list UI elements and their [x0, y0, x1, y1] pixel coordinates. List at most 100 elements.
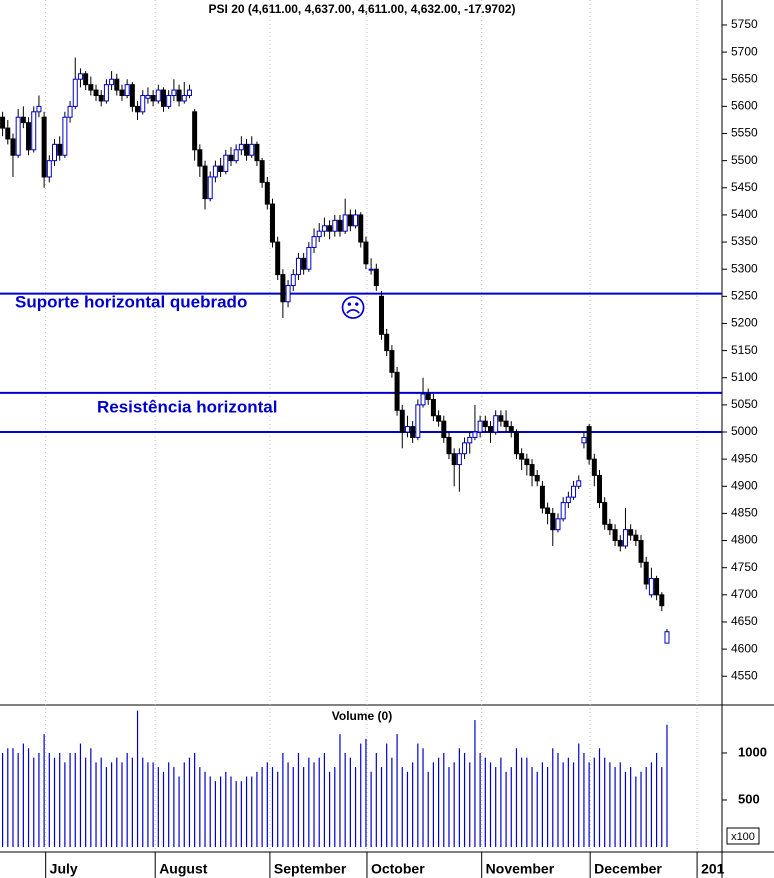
candle-body [550, 512, 556, 531]
candle-body [52, 143, 58, 162]
candle-body [545, 507, 551, 514]
y-tick-label: 4700 [731, 587, 758, 601]
candle-body [77, 73, 83, 80]
candle-body [285, 284, 291, 303]
candle-body [207, 176, 213, 200]
candle-body [46, 160, 52, 178]
candle-body [259, 160, 265, 183]
candle-body [31, 111, 37, 151]
candle-body [503, 420, 509, 428]
x-tick-label: October [371, 861, 425, 877]
y-tick-label: 4750 [731, 560, 758, 574]
candle-body [15, 116, 21, 156]
y-tick-label: 4900 [731, 478, 758, 492]
candle-body [20, 116, 26, 124]
candle-body [98, 95, 104, 102]
candle-body [597, 474, 603, 504]
y-tick-label: 5200 [731, 316, 758, 330]
candle-body [186, 89, 192, 97]
candle-body [321, 225, 327, 232]
candle-body [109, 78, 115, 86]
candle-body [83, 73, 89, 86]
candle-body [404, 426, 410, 433]
annotation: Suporte horizontal quebrado [15, 292, 247, 311]
candle-body [238, 143, 244, 151]
candle-body [301, 257, 307, 270]
candle-body [477, 420, 483, 433]
candle-body [129, 84, 135, 107]
candle-body [488, 426, 494, 433]
candle-body [555, 518, 561, 531]
candle-body [275, 241, 281, 276]
y-tick-label: 5600 [731, 99, 758, 113]
candle-body [384, 333, 390, 352]
candle-body [311, 236, 317, 248]
candle-body [0, 116, 6, 129]
candle-body [430, 398, 436, 417]
candle-body [244, 143, 250, 156]
y-tick-label: 500 [738, 791, 760, 806]
candle-body [342, 214, 348, 232]
candle-body [456, 453, 462, 466]
candle-body [612, 529, 618, 542]
candle-body [659, 594, 665, 607]
candle-body [648, 578, 654, 596]
candle-body [467, 436, 473, 444]
candle-body [498, 415, 504, 422]
candle-body [664, 631, 670, 644]
candle-body [581, 436, 587, 444]
x-tick-label: August [159, 861, 208, 877]
candle-body [181, 95, 187, 102]
candle-body [332, 219, 338, 232]
unit-box [726, 827, 760, 845]
candle-body [254, 143, 260, 162]
y-tick-label: 5350 [731, 234, 758, 248]
candle-body [643, 561, 649, 585]
x-tick-label: November [486, 861, 555, 877]
candle-body [140, 95, 146, 113]
candle-body [57, 143, 63, 156]
candle-body [394, 371, 400, 411]
candle-body [337, 219, 343, 232]
candle-body [472, 431, 478, 438]
candle-body [249, 143, 255, 156]
candle-body [576, 480, 582, 487]
candle-body [368, 268, 374, 271]
candle-body [482, 420, 488, 428]
candle-body [290, 274, 296, 286]
candle-body [565, 496, 571, 504]
y-tick-label: 5500 [731, 153, 758, 167]
candle-body [88, 84, 94, 91]
x-tick-label: September [274, 861, 347, 877]
candle-body [161, 89, 167, 107]
candle-body [399, 409, 405, 433]
candle-body [155, 89, 161, 102]
candle-body [171, 89, 177, 97]
candle-body [295, 257, 301, 276]
candle-body [628, 529, 634, 536]
candle-body [103, 84, 109, 102]
candle-body [233, 149, 239, 162]
y-tick-label: 4650 [731, 614, 758, 628]
y-tick-label: 5450 [731, 180, 758, 194]
candle-body [353, 214, 359, 227]
candle-body [228, 154, 234, 162]
candle-body [513, 431, 519, 455]
candle-body [654, 578, 660, 596]
candle-body [10, 138, 16, 156]
candle-body [306, 246, 312, 270]
candle-body [36, 105, 42, 113]
candle-body [508, 426, 514, 433]
candle-body [436, 415, 442, 422]
candle-body [379, 295, 385, 335]
annotation: Resistência horizontal [97, 397, 277, 416]
candle-body [166, 95, 172, 107]
y-tick-label: 4950 [731, 451, 758, 465]
candle-body [280, 274, 286, 303]
candle-body [5, 127, 11, 140]
volume-title: Volume (0) [332, 709, 392, 723]
candle-body [223, 154, 229, 173]
candle-body [519, 453, 525, 460]
